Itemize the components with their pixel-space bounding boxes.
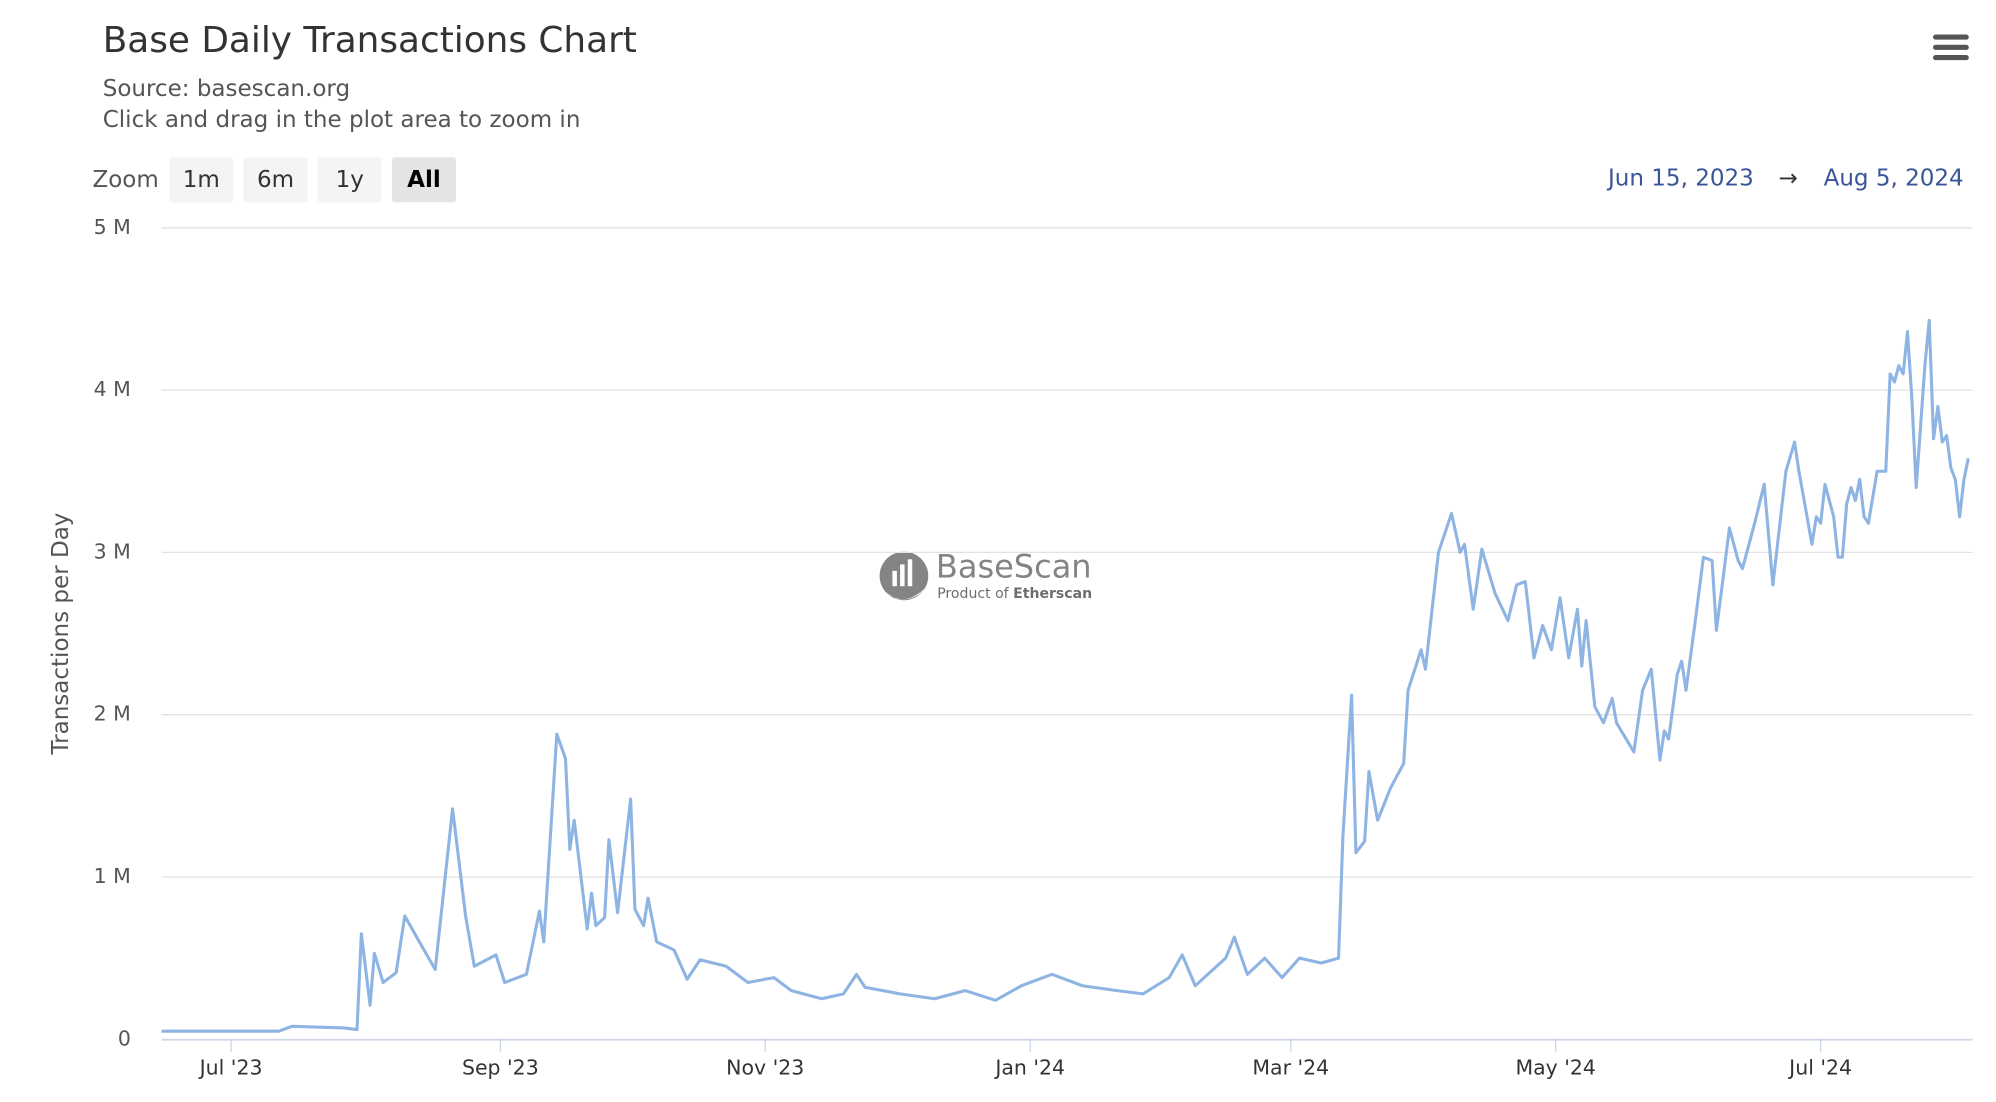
x-tick-label: Jul '24 bbox=[1787, 1056, 1852, 1080]
zoom-button-bg bbox=[391, 157, 456, 203]
x-tick-label: May '24 bbox=[1515, 1056, 1595, 1080]
zoom-button-label: 1m bbox=[183, 167, 220, 193]
x-tick-label: Jul '23 bbox=[198, 1056, 263, 1080]
x-tick-label: Nov '23 bbox=[726, 1056, 804, 1080]
y-tick-label: 3 M bbox=[94, 539, 131, 563]
y-tick-label: 2 M bbox=[94, 702, 131, 726]
subtitle: Click and drag in the plot area to zoom … bbox=[103, 107, 581, 133]
range-from[interactable]: Jun 15, 2023 bbox=[1606, 166, 1754, 192]
menu-bar bbox=[1932, 55, 1969, 61]
zoom-button[interactable]: 1m bbox=[169, 157, 234, 203]
watermark-logo bbox=[892, 570, 897, 587]
zoom-button[interactable]: 6m bbox=[243, 157, 308, 203]
range-to[interactable]: Aug 5, 2024 bbox=[1824, 166, 1964, 192]
x-tick-label: Mar '24 bbox=[1252, 1056, 1329, 1080]
menu-bar bbox=[1932, 34, 1969, 40]
y-tick-label: 5 M bbox=[94, 215, 131, 239]
zoom-button-bg bbox=[169, 157, 234, 203]
x-tick-label: Sep '23 bbox=[462, 1056, 539, 1080]
zoom-button-bg bbox=[317, 157, 382, 203]
y-axis-title: Transactions per Day bbox=[48, 513, 74, 756]
data-line bbox=[161, 318, 1970, 1033]
zoom-button-label: 6m bbox=[257, 167, 294, 193]
zoom-button[interactable]: All bbox=[391, 157, 456, 203]
y-tick-label: 4 M bbox=[94, 377, 131, 401]
watermark: BaseScan Product of Etherscan bbox=[879, 547, 1092, 602]
watermark-logo bbox=[907, 559, 913, 587]
zoom-button-bg bbox=[243, 157, 308, 203]
subtitle: Source: basescan.org bbox=[103, 76, 350, 102]
range-arrow: → bbox=[1779, 166, 1798, 192]
chart-title: Base Daily Transactions Chart bbox=[103, 20, 637, 61]
watermark-tagline-prefix: Product of bbox=[937, 586, 1009, 602]
y-tick-label: 0 bbox=[118, 1026, 131, 1050]
zoom-button-label: 1y bbox=[336, 167, 364, 193]
watermark-tagline: Product of Etherscan bbox=[937, 586, 1092, 602]
watermark-brand: Etherscan bbox=[1013, 586, 1092, 602]
zoom-label: Zoom bbox=[92, 167, 158, 193]
menu-bar bbox=[1932, 44, 1969, 50]
watermark-name: BaseScan bbox=[936, 547, 1092, 585]
zoom-button[interactable]: 1y bbox=[317, 157, 382, 203]
x-tick-label: Jan '24 bbox=[993, 1056, 1065, 1080]
menu-button[interactable] bbox=[1932, 34, 1969, 61]
zoom-button-label: All bbox=[407, 167, 441, 193]
y-tick-label: 1 M bbox=[94, 864, 131, 888]
watermark-logo bbox=[900, 564, 905, 587]
